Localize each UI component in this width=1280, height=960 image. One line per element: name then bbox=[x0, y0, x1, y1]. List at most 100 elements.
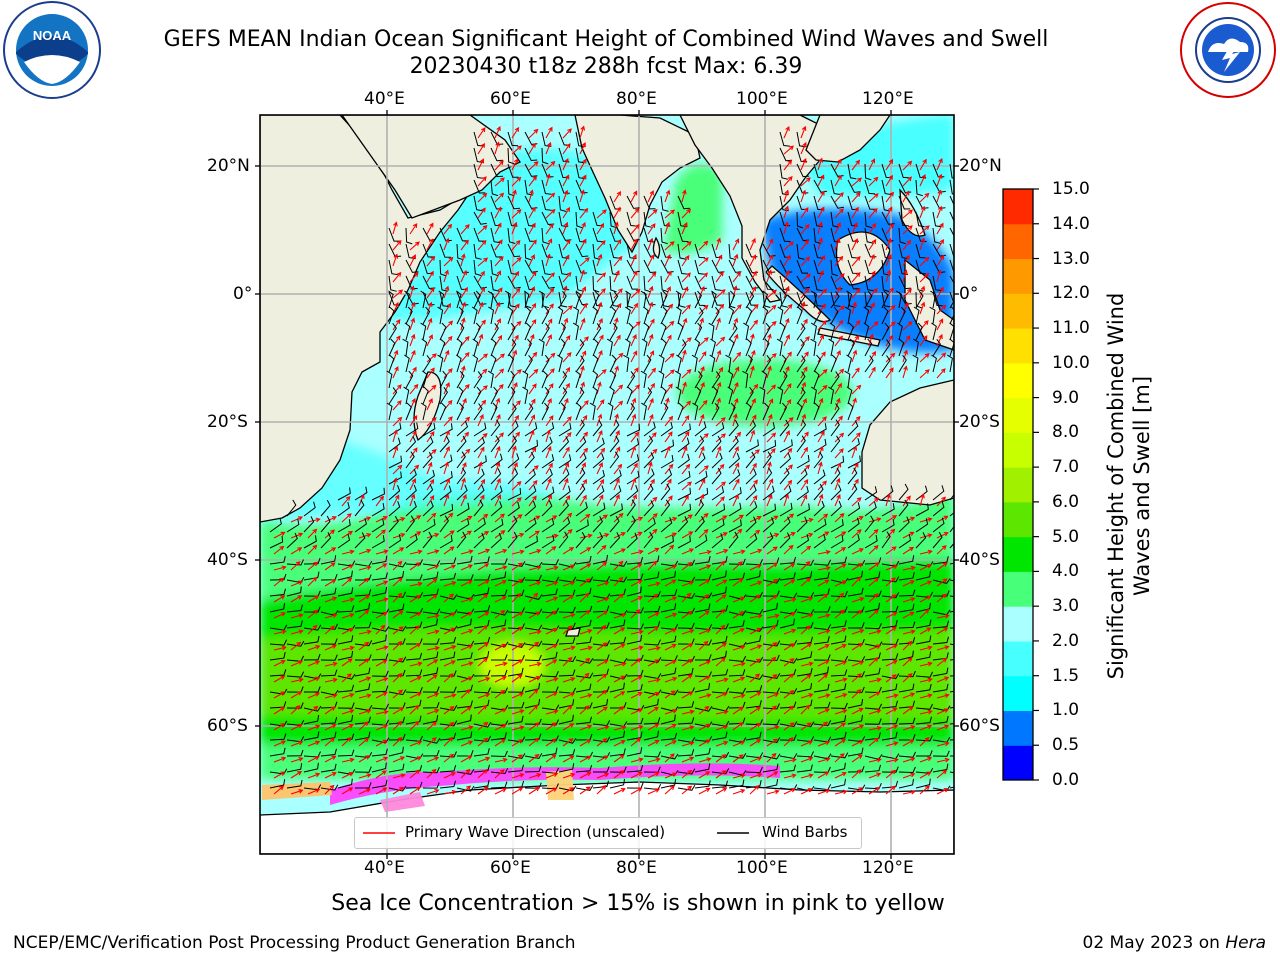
wave-direction-arrow bbox=[919, 369, 930, 379]
wind-barb bbox=[524, 654, 542, 662]
wave-direction-arrow bbox=[477, 593, 489, 603]
colorbar-title: Significant Height of Combined Wind Wave… bbox=[1104, 292, 1154, 680]
wind-barb bbox=[830, 591, 848, 598]
wind-barb bbox=[660, 570, 676, 581]
wind-barb bbox=[660, 421, 673, 437]
wave-direction-arrow bbox=[290, 516, 304, 523]
wave-direction-arrow bbox=[562, 189, 569, 203]
wind-barb bbox=[694, 470, 708, 485]
wind-barb bbox=[490, 419, 501, 437]
wind-barb bbox=[490, 386, 499, 405]
wind-barb bbox=[796, 636, 813, 645]
wave-direction-arrow bbox=[545, 429, 551, 443]
wave-direction-arrow bbox=[834, 547, 847, 555]
wave-direction-arrow bbox=[800, 773, 814, 779]
wave-direction-arrow bbox=[885, 693, 899, 699]
wave-direction-arrow bbox=[953, 777, 954, 778]
wave-direction-arrow bbox=[885, 206, 893, 219]
wave-direction-arrow bbox=[596, 240, 606, 251]
wind-barb bbox=[422, 422, 436, 437]
wind-barb bbox=[371, 685, 389, 693]
wind-barb bbox=[811, 386, 817, 405]
wind-barb bbox=[456, 518, 470, 533]
wind-barb bbox=[303, 571, 320, 581]
wind-barb bbox=[898, 338, 905, 357]
wave-direction-arrow bbox=[477, 721, 489, 731]
colorbar-segment bbox=[1003, 397, 1033, 433]
wave-direction-arrow bbox=[681, 741, 695, 747]
colorbar-segment bbox=[1003, 501, 1033, 538]
wind-barb bbox=[711, 635, 728, 645]
wave-direction-arrow bbox=[375, 724, 389, 731]
wind-barb bbox=[371, 670, 389, 677]
wind-barb bbox=[575, 501, 588, 517]
wave-direction-arrow bbox=[562, 645, 576, 651]
wind-barb bbox=[796, 651, 813, 661]
wave-direction-arrow bbox=[477, 301, 484, 315]
wave-direction-arrow bbox=[358, 609, 370, 619]
wave-direction-arrow bbox=[885, 237, 892, 251]
wave-direction-arrow bbox=[953, 537, 954, 538]
wave-direction-arrow bbox=[783, 285, 790, 299]
wave-direction-arrow bbox=[783, 365, 790, 379]
wind-barb bbox=[864, 652, 881, 661]
wave-direction-arrow bbox=[851, 548, 864, 555]
wave-direction-arrow bbox=[613, 463, 623, 475]
wave-direction-arrow bbox=[919, 785, 930, 795]
wave-direction-arrow bbox=[817, 157, 824, 171]
wind-barb bbox=[932, 578, 951, 584]
wave-direction-arrow bbox=[647, 367, 656, 379]
wave-direction-arrow bbox=[630, 445, 637, 459]
wave-direction-arrow bbox=[834, 513, 845, 523]
wind-barb bbox=[524, 765, 542, 773]
wave-direction-arrow bbox=[477, 257, 489, 267]
wind-barb bbox=[355, 574, 372, 581]
wave-direction-arrow bbox=[341, 673, 352, 683]
wave-direction-arrow bbox=[494, 256, 504, 267]
sea-ice-caption: Sea Ice Concentration > 15% is shown in … bbox=[331, 891, 945, 916]
wave-direction-arrow bbox=[681, 562, 693, 571]
wave-direction-arrow bbox=[630, 270, 638, 283]
wind-barb bbox=[813, 306, 822, 325]
wave-direction-arrow bbox=[613, 288, 623, 299]
wind-barb bbox=[660, 635, 677, 645]
wave-direction-arrow bbox=[647, 271, 657, 283]
wind-barb bbox=[541, 306, 550, 325]
wave-direction-arrow bbox=[953, 585, 954, 586]
wind-barb bbox=[609, 435, 620, 453]
wind-barb bbox=[337, 501, 350, 517]
wind-barb bbox=[371, 487, 386, 501]
wave-direction-arrow bbox=[358, 788, 371, 795]
wave-direction-arrow bbox=[579, 693, 593, 699]
wave-direction-arrow bbox=[443, 461, 449, 475]
wind-barb bbox=[728, 487, 742, 501]
map-legend: Primary Wave Direction (unscaled) Wind B… bbox=[354, 817, 862, 849]
wind-barb bbox=[507, 715, 524, 725]
wind-barb bbox=[643, 717, 661, 725]
lon-label-top: 60°E bbox=[490, 89, 531, 109]
wave-direction-arrow bbox=[443, 302, 451, 315]
wave-direction-arrow bbox=[273, 645, 287, 651]
wind-barb bbox=[609, 576, 628, 583]
wind-barb bbox=[898, 717, 916, 725]
wave-direction-arrow bbox=[290, 705, 301, 715]
wind-barb bbox=[541, 386, 550, 405]
wave-direction-arrow bbox=[511, 754, 523, 763]
wave-direction-arrow bbox=[528, 704, 539, 715]
wave-direction-arrow bbox=[562, 206, 571, 219]
wind-barb bbox=[507, 576, 526, 583]
wave-direction-arrow bbox=[545, 533, 559, 539]
wave-direction-arrow bbox=[868, 350, 876, 363]
wind-barb bbox=[846, 386, 853, 405]
wave-direction-arrow bbox=[919, 580, 933, 587]
wind-barb bbox=[643, 211, 652, 228]
wave-direction-arrow bbox=[579, 207, 589, 219]
wind-barb bbox=[881, 683, 898, 693]
wave-direction-arrow bbox=[528, 549, 542, 555]
wave-direction-arrow bbox=[273, 675, 286, 683]
wave-direction-arrow bbox=[953, 697, 954, 698]
wind-barb bbox=[915, 259, 927, 275]
wind-barb bbox=[881, 592, 900, 599]
wave-direction-arrow bbox=[732, 381, 739, 395]
wind-barb bbox=[932, 531, 943, 549]
